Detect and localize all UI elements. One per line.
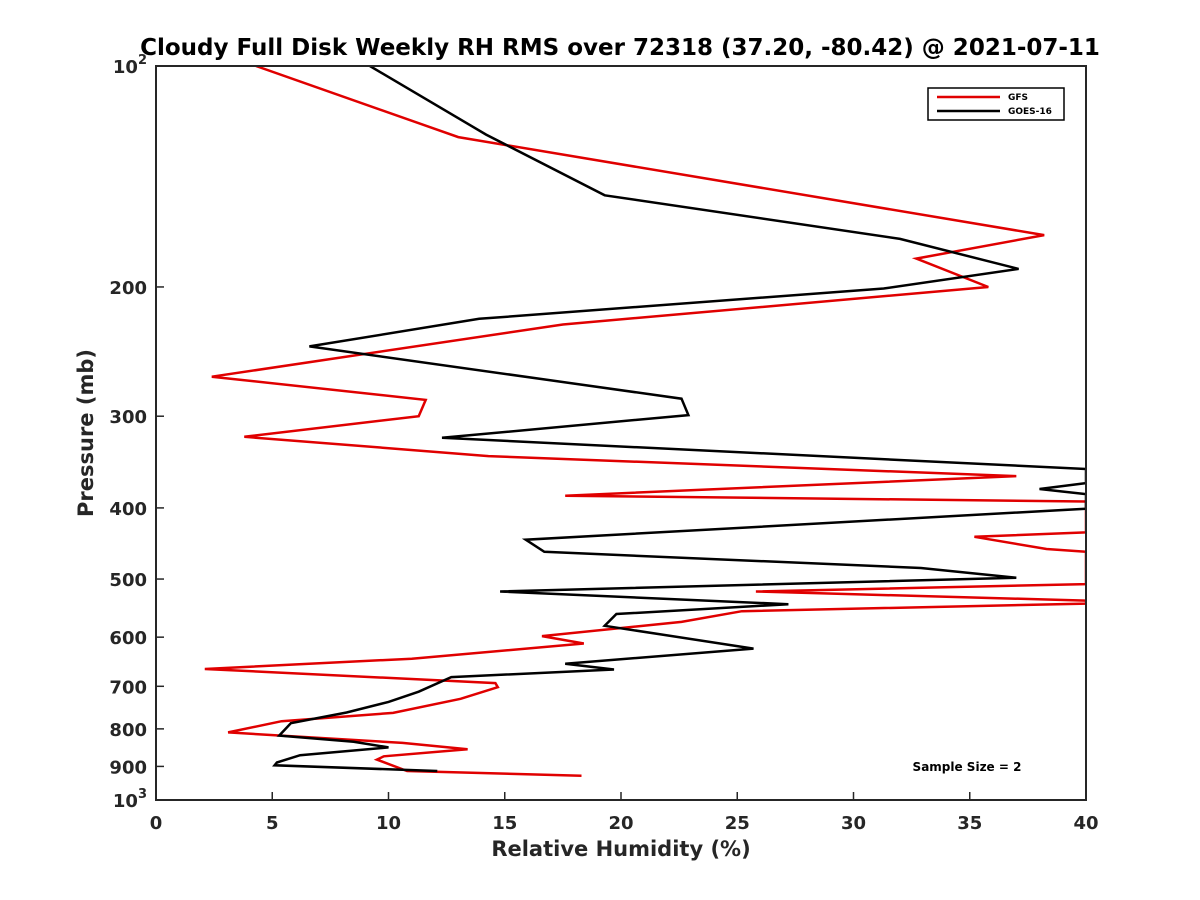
y-axis-label: Pressure (mb): [74, 349, 98, 517]
y-tick-label: 800: [109, 720, 147, 741]
y-tick-label: 700: [109, 677, 147, 698]
series-line-gfs: [204, 66, 1086, 778]
x-axis: 0 5 10 15 20 25 30 35 40: [150, 792, 1099, 834]
chart-title: Cloudy Full Disk Weekly RH RMS over 7231…: [140, 35, 1100, 61]
x-tick-label: 20: [608, 813, 633, 834]
y-tick-label: 400: [109, 499, 147, 520]
y-tick-label: 103: [113, 787, 147, 812]
series-layer: [204, 66, 1086, 778]
x-tick-label: 15: [492, 813, 517, 834]
x-tick-label: 10: [376, 813, 401, 834]
y-tick-label: 102: [113, 53, 147, 78]
y-tick-label: 300: [109, 407, 147, 428]
sample-size-annotation: Sample Size = 2: [913, 760, 1022, 774]
legend-box: [927, 87, 1065, 121]
x-axis-label: Relative Humidity (%): [491, 837, 750, 861]
y-tick-label: 600: [109, 628, 147, 649]
x-tick-label: 35: [957, 813, 982, 834]
y-tick-label: 900: [109, 757, 147, 778]
legend-label-gfs: GFS: [1008, 93, 1028, 103]
series-line-goes16: [272, 66, 1086, 773]
x-tick-label: 30: [841, 813, 866, 834]
y-tick-label: 200: [109, 278, 147, 299]
y-tick-label: 500: [109, 570, 147, 591]
y-axis: 102 200 300 400 500 600 700 800 900 103: [109, 53, 164, 812]
legend: GFS GOES-16: [927, 87, 1065, 121]
x-tick-label: 40: [1073, 813, 1098, 834]
x-tick-label: 25: [725, 813, 750, 834]
legend-label-goes16: GOES-16: [1008, 107, 1052, 117]
x-tick-label: 5: [266, 813, 279, 834]
x-tick-label: 0: [150, 813, 163, 834]
